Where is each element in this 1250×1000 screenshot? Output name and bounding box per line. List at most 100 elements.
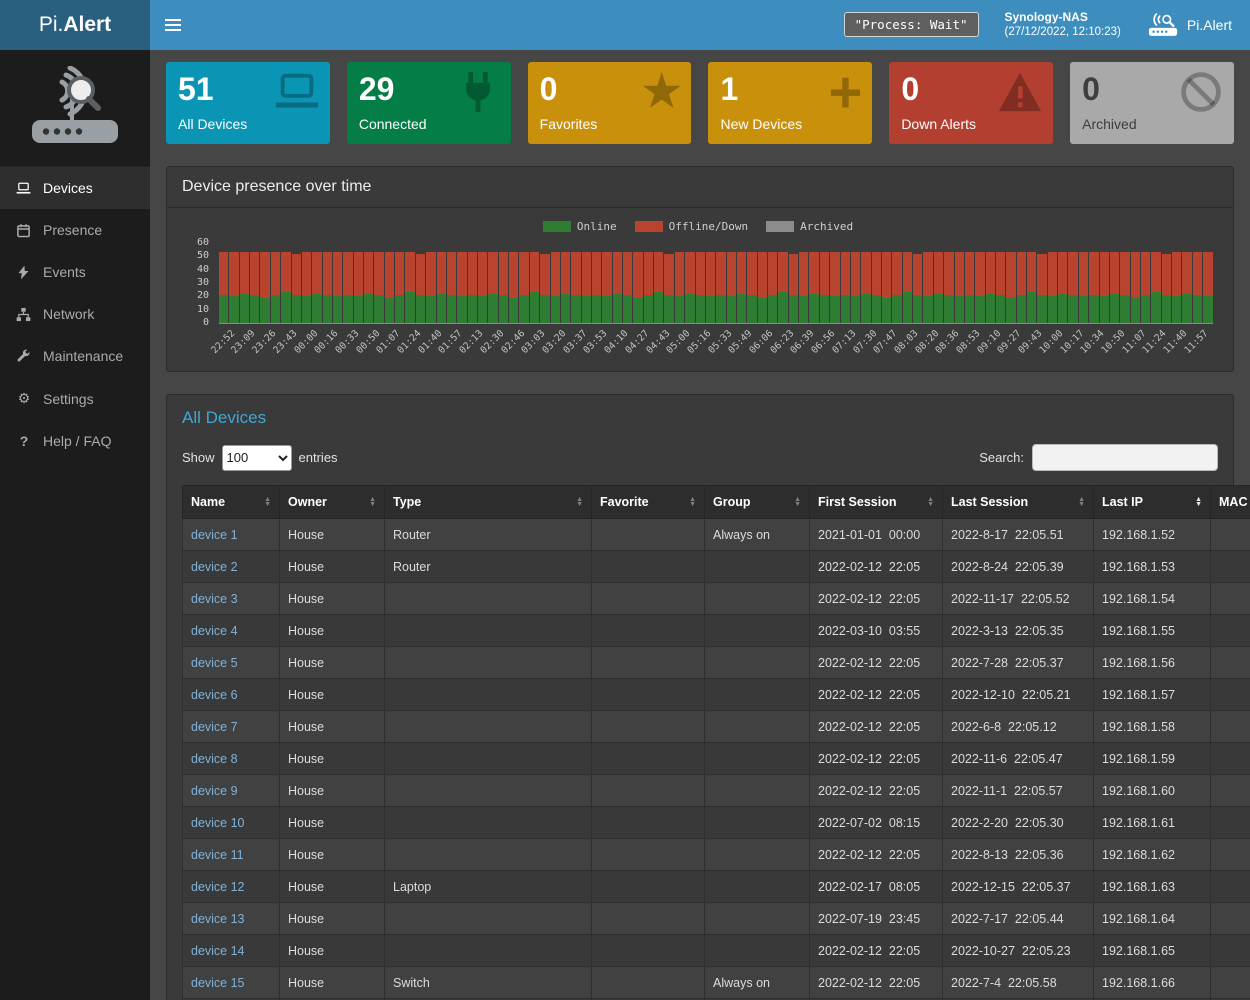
column-header-last-ip[interactable]: Last IP▲▼ xyxy=(1094,486,1211,519)
chart-bar xyxy=(1037,254,1046,323)
cell-mac xyxy=(1211,839,1250,871)
device-link[interactable]: device 7 xyxy=(191,720,238,734)
cell-first-session: 2022-02-12 22:05 xyxy=(810,711,943,743)
chart-bar xyxy=(975,252,984,323)
chart-bar xyxy=(675,252,684,323)
archived-icon xyxy=(1178,70,1224,114)
cell-first-session: 2022-02-12 22:05 xyxy=(810,647,943,679)
device-link[interactable]: device 10 xyxy=(191,816,245,830)
y-tick-label: 0 xyxy=(203,317,209,328)
stat-card-archived[interactable]: 0Archived xyxy=(1070,62,1234,144)
sidebar-item-presence[interactable]: Presence xyxy=(0,209,150,251)
cell-mac xyxy=(1211,679,1250,711)
cell-group xyxy=(705,871,810,903)
chart-bar xyxy=(405,252,414,323)
cell-first-session: 2022-02-12 22:05 xyxy=(810,935,943,967)
column-header-first-session[interactable]: First Session▲▼ xyxy=(810,486,943,519)
chart-bar xyxy=(696,252,705,323)
cell-type xyxy=(385,839,592,871)
devices-table-wrap: Name▲▼Owner▲▼Type▲▼Favorite▲▼Group▲▼Firs… xyxy=(167,485,1233,1000)
cell-group xyxy=(705,935,810,967)
cell-last-ip: 192.168.1.64 xyxy=(1094,903,1211,935)
column-header-last-session[interactable]: Last Session▲▼ xyxy=(943,486,1094,519)
stat-card-new-devices[interactable]: 1New Devices+ xyxy=(708,62,872,144)
app-logo[interactable]: Pi.Alert xyxy=(0,0,150,50)
cell-last-session: 2022-7-28 22:05.37 xyxy=(943,647,1094,679)
stat-card-favorites[interactable]: 0Favorites★ xyxy=(528,62,692,144)
chart-bar xyxy=(944,252,953,323)
column-header-name[interactable]: Name▲▼ xyxy=(183,486,280,519)
search-label: Search: xyxy=(979,450,1024,465)
sidebar-item-events[interactable]: Events xyxy=(0,251,150,293)
device-link[interactable]: device 6 xyxy=(191,688,238,702)
nas-info: Synology-NAS (27/12/2022, 12:10:23) xyxy=(1005,9,1121,41)
menu-toggle-icon[interactable] xyxy=(150,0,196,50)
cell-group xyxy=(705,711,810,743)
stat-card-down-alerts[interactable]: 0Down Alerts xyxy=(889,62,1053,144)
cell-group xyxy=(705,903,810,935)
chart-bar xyxy=(292,254,301,323)
column-label: Type xyxy=(393,495,421,509)
legend-label: Offline/Down xyxy=(669,220,748,233)
cell-owner: House xyxy=(280,743,385,775)
table-panel-title: All Devices xyxy=(167,395,1233,430)
chart-bar xyxy=(561,252,570,323)
sidebar-item-network[interactable]: Network xyxy=(0,293,150,335)
cell-favorite xyxy=(592,615,705,647)
cell-last-session: 2022-2-20 22:05.30 xyxy=(943,807,1094,839)
account-menu[interactable]: Pi.Alert xyxy=(1147,12,1232,38)
device-link[interactable]: device 2 xyxy=(191,560,238,574)
sidebar-item-settings[interactable]: ⚙Settings xyxy=(0,377,150,420)
sidebar-item-help-faq[interactable]: ?Help / FAQ xyxy=(0,420,150,462)
chart-bar xyxy=(654,252,663,323)
column-label: Owner xyxy=(288,495,327,509)
stat-card-connected[interactable]: 29Connected xyxy=(347,62,511,144)
chart-bar xyxy=(685,252,694,323)
device-link[interactable]: device 13 xyxy=(191,912,245,926)
cell-mac xyxy=(1211,775,1250,807)
cell-group xyxy=(705,807,810,839)
warning-icon xyxy=(997,70,1043,114)
column-header-favorite[interactable]: Favorite▲▼ xyxy=(592,486,705,519)
cell-last-session: 2022-7-17 22:05.44 xyxy=(943,903,1094,935)
cell-favorite xyxy=(592,743,705,775)
chart-bar xyxy=(644,252,653,323)
device-link[interactable]: device 5 xyxy=(191,656,238,670)
device-link[interactable]: device 9 xyxy=(191,784,238,798)
pialert-logo xyxy=(0,50,150,167)
chart-bar xyxy=(602,252,611,323)
chart-bar xyxy=(457,252,466,323)
device-link[interactable]: device 12 xyxy=(191,880,245,894)
cell-favorite xyxy=(592,935,705,967)
column-header-group[interactable]: Group▲▼ xyxy=(705,486,810,519)
device-link[interactable]: device 4 xyxy=(191,624,238,638)
column-header-mac[interactable]: MAC▲▼ xyxy=(1211,486,1250,519)
chart-bar xyxy=(1203,252,1212,323)
sidebar-item-devices[interactable]: Devices xyxy=(0,167,150,209)
device-link[interactable]: device 1 xyxy=(191,528,238,542)
sort-icon: ▲▼ xyxy=(1078,497,1085,507)
entries-select[interactable]: 100 xyxy=(222,445,292,471)
sidebar-item-maintenance[interactable]: Maintenance xyxy=(0,335,150,377)
column-header-owner[interactable]: Owner▲▼ xyxy=(280,486,385,519)
legend-label: Archived xyxy=(800,220,853,233)
account-label: Pi.Alert xyxy=(1187,17,1232,33)
cell-mac xyxy=(1211,551,1250,583)
cell-type xyxy=(385,711,592,743)
cell-last-session: 2022-6-8 22:05.12 xyxy=(943,711,1094,743)
chart-bar xyxy=(1193,252,1202,323)
sidebar: DevicesPresence Events NetworkMaintenance⚙… xyxy=(0,50,150,1000)
column-header-type[interactable]: Type▲▼ xyxy=(385,486,592,519)
sidebar-item-label: Events xyxy=(43,264,86,280)
search-input[interactable] xyxy=(1032,444,1218,471)
device-link[interactable]: device 3 xyxy=(191,592,238,606)
stat-card-label: Down Alerts xyxy=(901,116,1041,132)
chart-bar xyxy=(934,252,943,323)
device-link[interactable]: device 8 xyxy=(191,752,238,766)
stat-card-all-devices[interactable]: 51All Devices xyxy=(166,62,330,144)
chart-bar xyxy=(851,252,860,323)
chart-bar xyxy=(1172,252,1181,323)
device-link[interactable]: device 15 xyxy=(191,976,245,990)
device-link[interactable]: device 11 xyxy=(191,848,244,862)
device-link[interactable]: device 14 xyxy=(191,944,245,958)
